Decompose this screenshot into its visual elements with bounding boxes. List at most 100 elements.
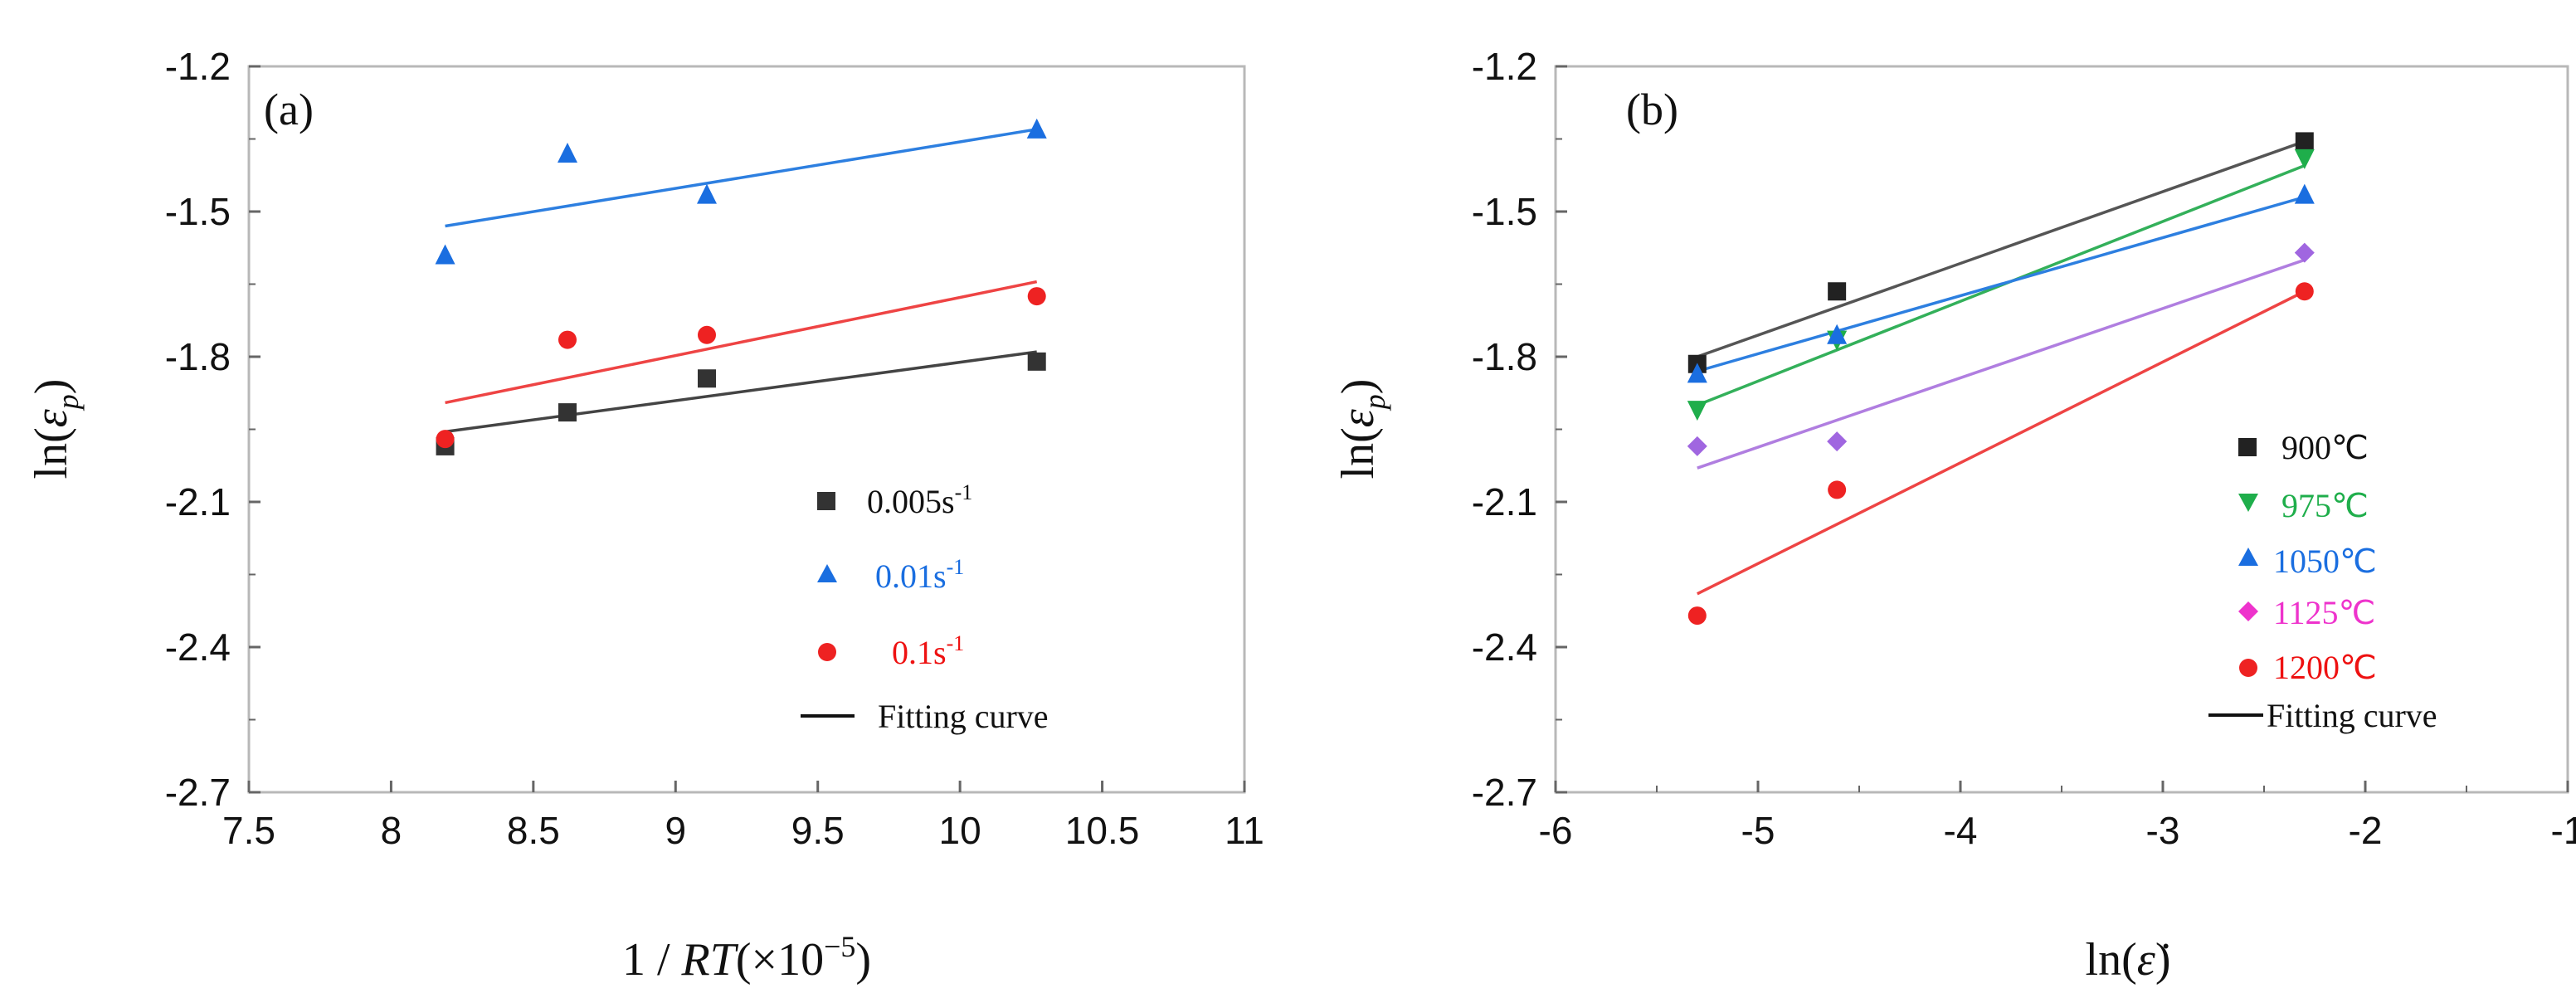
y-tick-label-b-4: -1.5 xyxy=(1472,190,1537,233)
legend-a-marker-0 xyxy=(817,492,835,510)
legend-b-label-4: 1200℃ xyxy=(2273,649,2377,686)
legend-b-marker-1 xyxy=(2238,494,2258,512)
x-tick-label-b-1: -5 xyxy=(1741,809,1775,852)
point-b-3-0 xyxy=(1687,436,1707,456)
legend-b: 900℃ 975℃ 1050℃ 1125℃ 1200℃ Fitting curv… xyxy=(2208,429,2437,734)
chart-b: -6 -5 -4 -3 -2 -1 -2.7 -2.4 -2.1 -1.8 -1.5 -1.2 (b)… xyxy=(1332,45,2576,986)
fit-line-a-2 xyxy=(445,280,1038,405)
x-axis-label-b: ln(ε̇) xyxy=(2086,934,2171,986)
point-a-0-1 xyxy=(558,403,577,422)
point-b-4-1 xyxy=(1828,480,1847,499)
x-axis-label-a-close: ) xyxy=(855,934,871,986)
point-a-2-3 xyxy=(1027,287,1046,306)
x-tick-label-a-3: 9 xyxy=(665,809,686,852)
legend-a-marker-1 xyxy=(817,564,837,582)
y-axis-label-b: ln(εp) xyxy=(1332,379,1391,480)
y-tick-label-b-2: -2.1 xyxy=(1472,480,1537,523)
y-tick-label-b-1: -2.4 xyxy=(1472,626,1537,669)
point-b-3-1 xyxy=(1827,431,1848,452)
x-tick-label-a-6: 10.5 xyxy=(1065,809,1140,852)
y-tick-label-b-0: -2.7 xyxy=(1472,771,1537,814)
y-axis-label-b-var: ε xyxy=(1332,408,1384,427)
legend-a-fit-label: Fitting curve xyxy=(878,698,1049,735)
point-b-4-2 xyxy=(2295,282,2314,301)
x-tick-label-b-4: -2 xyxy=(2349,809,2383,852)
ticks-a: 7.5 8 8.5 9 9.5 10 10.5 11 -2.7 -2.4 -2.1 -1.8 -1.5 -… xyxy=(165,45,1264,852)
legend-b-marker-0 xyxy=(2238,438,2257,456)
y-axis-label-a-main: ln( xyxy=(26,427,77,479)
x-axis-label-b-main: ln( xyxy=(2086,934,2137,986)
point-a-1-2 xyxy=(697,183,717,204)
fit-lines-a xyxy=(445,128,1038,434)
x-axis-label-a-prefix: 1 / xyxy=(622,934,682,986)
legend-b-label-3: 1125℃ xyxy=(2273,594,2375,631)
y-tick-label-a-3: -1.8 xyxy=(165,335,231,378)
x-tick-label-a-0: 7.5 xyxy=(222,809,275,852)
legend-a-label-0-sup: -1 xyxy=(955,480,973,504)
ticks-b: -6 -5 -4 -3 -2 -1 -2.7 -2.4 -2.1 -1.8 -1.5 -1.2 xyxy=(1472,45,2576,852)
y-tick-label-a-0: -2.7 xyxy=(165,771,231,814)
legend-b-fit-label: Fitting curve xyxy=(2267,697,2437,734)
x-tick-label-b-3: -3 xyxy=(2146,809,2180,852)
y-tick-label-b-5: -1.2 xyxy=(1472,45,1537,88)
y-tick-label-a-5: -1.2 xyxy=(165,45,231,88)
x-axis-label-b-close: ) xyxy=(2155,934,2171,986)
y-tick-label-b-3: -1.8 xyxy=(1472,335,1537,378)
x-tick-label-a-5: 10 xyxy=(939,809,981,852)
y-axis-label-a-close: ) xyxy=(26,379,77,395)
x-tick-label-b-2: -4 xyxy=(1944,809,1978,852)
x-tick-label-a-7: 11 xyxy=(1225,809,1264,852)
chart-a: 7.5 8 8.5 9 9.5 10 10.5 11 -2.7 -2.4 -2.1 -1.8 -1.5 -… xyxy=(26,45,1264,986)
legend-a-label-1: 0.01s-1 xyxy=(875,555,964,595)
x-tick-label-b-5: -1 xyxy=(2551,809,2576,852)
fit-line-b-4 xyxy=(1697,290,2306,596)
point-b-1-2 xyxy=(2294,148,2315,169)
point-a-2-2 xyxy=(698,325,716,344)
fit-line-b-3 xyxy=(1697,258,2306,470)
point-b-2-2 xyxy=(2294,183,2315,204)
point-a-1-0 xyxy=(435,244,455,265)
point-b-0-1 xyxy=(1828,282,1847,301)
point-b-1-0 xyxy=(1687,401,1707,421)
point-a-2-1 xyxy=(558,330,577,349)
x-tick-label-a-1: 8 xyxy=(381,809,402,852)
point-a-0-3 xyxy=(1027,352,1046,371)
x-axis-label-a-exp: −5 xyxy=(824,930,855,963)
legend-b-label-0: 900℃ xyxy=(2281,429,2369,466)
legend-a-label-1-name: 0.01s xyxy=(875,557,947,595)
legend-b-marker-4 xyxy=(2239,659,2257,677)
legend-b-label-1: 975℃ xyxy=(2281,487,2369,524)
legend-a: 0.005s-1 0.01s-1 0.1s-1 Fitting curve xyxy=(801,480,1049,735)
y-axis-label-a-sub: p xyxy=(51,394,85,411)
point-a-0-2 xyxy=(698,369,716,388)
panel-label-b: (b) xyxy=(1626,85,1678,134)
y-tick-label-a-1: -2.4 xyxy=(165,626,231,669)
point-b-2-1 xyxy=(1827,324,1848,344)
y-tick-label-a-4: -1.5 xyxy=(165,190,231,233)
y-axis-label-b-main: ln( xyxy=(1332,427,1384,479)
x-axis-label-a: 1 / RT(×10−5) xyxy=(622,930,871,986)
point-a-2-0 xyxy=(436,430,455,449)
plot-frame-a xyxy=(247,65,1246,794)
x-axis-label-a-suffix: (×10 xyxy=(736,934,824,986)
legend-a-label-0: 0.005s-1 xyxy=(867,480,972,520)
legend-a-marker-2 xyxy=(818,643,836,661)
points-a xyxy=(435,118,1047,455)
x-tick-label-a-2: 8.5 xyxy=(507,809,560,852)
legend-b-label-2: 1050℃ xyxy=(2273,543,2377,580)
point-a-1-3 xyxy=(1026,118,1047,139)
legend-a-label-0-name: 0.005s xyxy=(867,483,955,520)
fit-lines-b xyxy=(1697,139,2306,596)
points-b xyxy=(1687,132,2315,626)
legend-b-marker-2 xyxy=(2238,548,2258,566)
legend-a-label-2: 0.1s-1 xyxy=(892,631,964,671)
point-b-4-0 xyxy=(1687,606,1707,626)
y-axis-label-b-close: ) xyxy=(1332,379,1384,395)
y-tick-label-a-2: -2.1 xyxy=(165,480,231,523)
x-axis-label-a-var: RT xyxy=(681,934,739,986)
legend-a-label-2-name: 0.1s xyxy=(892,634,947,671)
legend-b-marker-3 xyxy=(2238,601,2258,621)
y-axis-label-a: ln(εp) xyxy=(26,379,85,480)
y-axis-label-b-sub: p xyxy=(1358,394,1391,411)
